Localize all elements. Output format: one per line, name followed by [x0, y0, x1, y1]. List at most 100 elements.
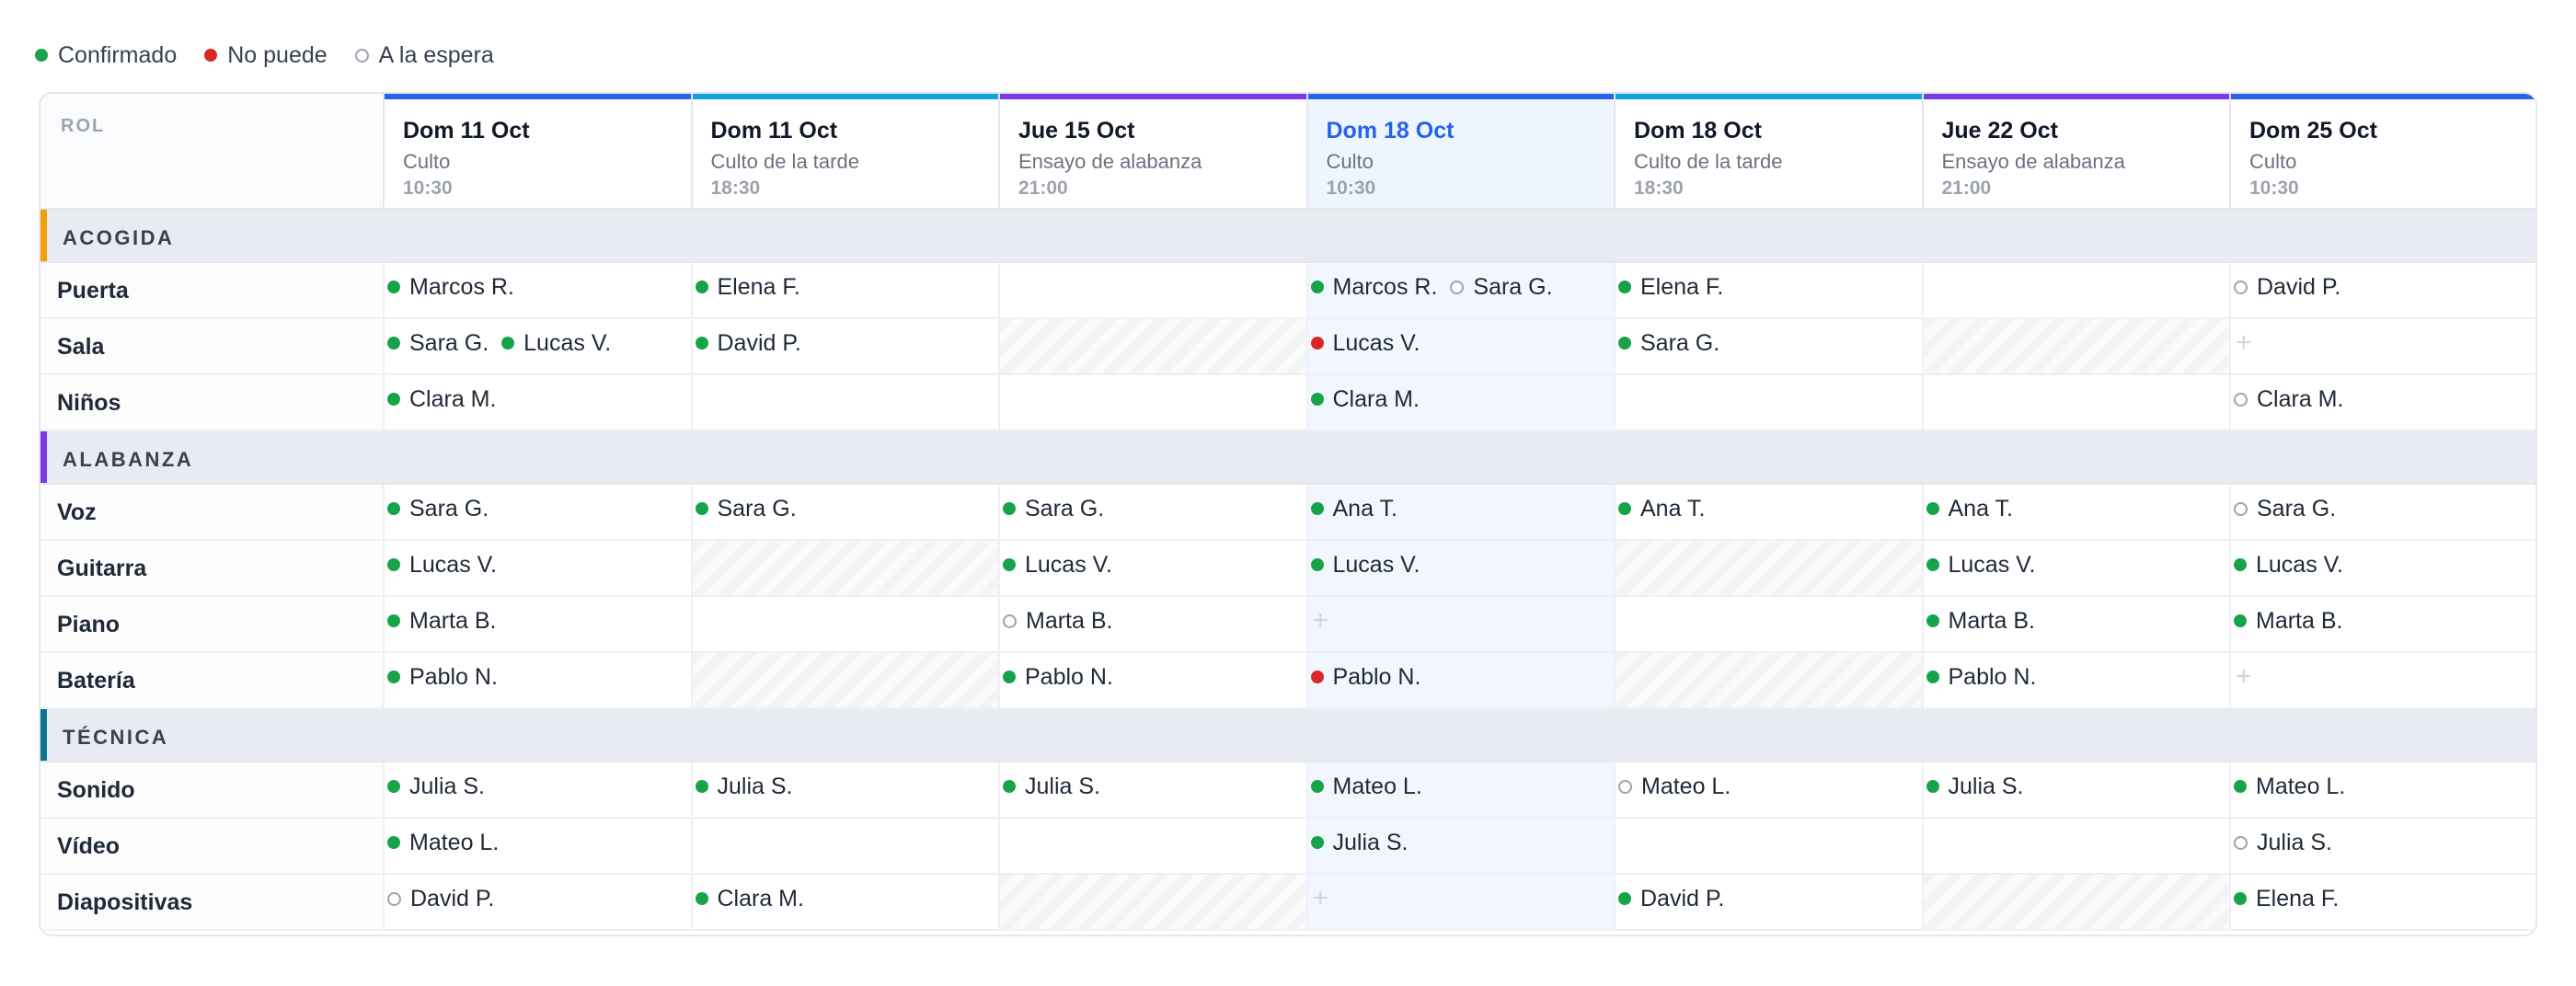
assignment-cell[interactable] [998, 263, 1306, 317]
assignment-cell[interactable]: Marta B. [383, 597, 691, 651]
assignment-cell[interactable] [998, 375, 1306, 430]
assigned-person[interactable]: Lucas V. [387, 548, 497, 581]
assignment-cell[interactable]: Lucas V. [2229, 541, 2536, 595]
assigned-person[interactable]: Clara M. [1310, 383, 1420, 416]
assignment-cell[interactable]: Clara M. [1305, 375, 1614, 430]
assignment-cell[interactable]: David P. [383, 875, 691, 929]
assigned-person[interactable]: Lucas V. [1310, 548, 1420, 581]
assignment-cell[interactable]: David P. [2229, 263, 2536, 317]
assigned-person[interactable]: Sara G. [1003, 492, 1104, 525]
assigned-person[interactable]: Sara G. [2234, 492, 2336, 525]
assigned-person[interactable]: Julia S. [2234, 826, 2332, 859]
assignment-cell[interactable]: Lucas V. [1921, 541, 2230, 595]
assignment-cell[interactable]: + [1305, 875, 1614, 929]
add-person-icon[interactable]: + [2236, 327, 2252, 358]
add-person-icon[interactable]: + [2236, 661, 2252, 692]
event-column-header[interactable]: Jue 22 Oct Ensayo de alabanza 21:00 [1921, 94, 2229, 208]
assigned-person[interactable]: Pablo N. [1003, 660, 1113, 694]
assignment-cell[interactable]: Marcos R. [383, 263, 691, 317]
assigned-person[interactable]: Marta B. [2234, 604, 2342, 637]
event-column-header[interactable]: Jue 15 Oct Ensayo de alabanza 21:00 [998, 94, 1306, 208]
assigned-person[interactable]: Pablo N. [1310, 660, 1420, 694]
event-column-header[interactable]: Dom 18 Oct Culto 10:30 [1305, 94, 1614, 208]
assigned-person[interactable]: Elena F. [2234, 882, 2339, 915]
assigned-person[interactable]: Ana T. [1618, 492, 1705, 525]
event-column-header[interactable]: Dom 11 Oct Culto de la tarde 18:30 [690, 94, 998, 208]
assignment-cell[interactable]: Marta B. [998, 597, 1306, 651]
assignment-cell[interactable]: + [2229, 653, 2536, 707]
assignment-cell[interactable]: Sara G. [998, 485, 1306, 539]
assigned-person[interactable]: Julia S. [387, 770, 485, 803]
assigned-person[interactable]: Elena F. [1618, 270, 1723, 304]
assigned-person[interactable]: Julia S. [695, 770, 792, 803]
assignment-cell[interactable]: Ana T. [1614, 485, 1922, 539]
assigned-person[interactable]: Sara G. [387, 327, 489, 360]
add-person-icon[interactable]: + [1312, 883, 1329, 913]
assignment-cell[interactable]: Elena F. [690, 263, 999, 317]
assignment-cell[interactable] [1614, 375, 1922, 430]
assignment-cell[interactable]: Clara M. [2229, 375, 2536, 430]
assignment-cell[interactable]: Marcos R. Sara G. [1305, 263, 1614, 317]
assigned-person[interactable]: Sara G. [1450, 270, 1553, 304]
assignment-cell[interactable]: Julia S. [1305, 819, 1614, 873]
assignment-cell[interactable]: Sara G. Lucas V. [383, 319, 691, 373]
event-column-header[interactable]: Dom 18 Oct Culto de la tarde 18:30 [1614, 94, 1922, 208]
assigned-person[interactable]: Mateo L. [1618, 770, 1731, 803]
assigned-person[interactable]: Pablo N. [1926, 660, 2036, 694]
assignment-cell[interactable]: Elena F. [2229, 875, 2536, 929]
assignment-cell[interactable]: Lucas V. [1305, 541, 1614, 595]
assigned-person[interactable]: Sara G. [387, 492, 489, 525]
assignment-cell[interactable]: Mateo L. [1614, 762, 1922, 817]
assigned-person[interactable]: Sara G. [695, 492, 797, 525]
assigned-person[interactable]: Mateo L. [387, 826, 499, 859]
assigned-person[interactable]: Lucas V. [1003, 548, 1112, 581]
assigned-person[interactable]: Lucas V. [2234, 548, 2343, 581]
assigned-person[interactable]: Clara M. [387, 383, 496, 416]
assignment-cell[interactable]: + [2229, 319, 2536, 373]
assignment-cell[interactable]: Mateo L. [2229, 762, 2536, 817]
assigned-person[interactable]: Lucas V. [1310, 327, 1420, 360]
assigned-person[interactable]: Lucas V. [501, 327, 611, 360]
assignment-cell[interactable]: Sara G. [1614, 319, 1922, 373]
assignment-cell[interactable]: Sara G. [383, 485, 691, 539]
assigned-person[interactable]: Mateo L. [2234, 770, 2345, 803]
assigned-person[interactable]: Ana T. [1926, 492, 2013, 525]
assignment-cell[interactable]: Sara G. [2229, 485, 2536, 539]
assignment-cell[interactable] [1921, 263, 2230, 317]
assigned-person[interactable]: Marta B. [387, 604, 496, 637]
assignment-cell[interactable] [1921, 819, 2230, 873]
event-column-header[interactable]: Dom 11 Oct Culto 10:30 [383, 94, 691, 208]
assigned-person[interactable]: David P. [387, 882, 494, 915]
assignment-cell[interactable] [1921, 375, 2230, 430]
assignment-cell[interactable]: Lucas V. [1305, 319, 1614, 373]
assignment-cell[interactable]: Mateo L. [383, 819, 691, 873]
assignment-cell[interactable]: David P. [690, 319, 999, 373]
assignment-cell[interactable] [690, 597, 999, 651]
assigned-person[interactable]: Elena F. [695, 270, 800, 304]
assigned-person[interactable]: David P. [695, 327, 801, 360]
assigned-person[interactable]: David P. [1618, 882, 1724, 915]
assignment-cell[interactable]: Pablo N. [998, 653, 1306, 707]
assignment-cell[interactable]: Sara G. [690, 485, 999, 539]
assigned-person[interactable]: Sara G. [1618, 327, 1719, 360]
event-column-header[interactable]: Dom 25 Oct Culto 10:30 [2229, 94, 2536, 208]
assignment-cell[interactable] [690, 375, 999, 430]
assigned-person[interactable]: David P. [2234, 270, 2340, 304]
assigned-person[interactable]: Pablo N. [387, 660, 498, 694]
assignment-cell[interactable]: Julia S. [383, 762, 691, 817]
assigned-person[interactable]: Marcos R. [1310, 270, 1437, 304]
assignment-cell[interactable]: Pablo N. [383, 653, 691, 707]
assigned-person[interactable]: Marcos R. [387, 270, 514, 304]
assignment-cell[interactable]: Elena F. [1614, 263, 1922, 317]
assignment-cell[interactable]: Mateo L. [1305, 762, 1614, 817]
assignment-cell[interactable]: Ana T. [1921, 485, 2230, 539]
assignment-cell[interactable]: Clara M. [383, 375, 691, 430]
assignment-cell[interactable]: Pablo N. [1921, 653, 2230, 707]
assignment-cell[interactable]: + [1305, 597, 1614, 651]
assigned-person[interactable]: Marta B. [1003, 604, 1112, 637]
add-person-icon[interactable]: + [1312, 605, 1329, 636]
assignment-cell[interactable]: Lucas V. [998, 541, 1306, 595]
assignment-cell[interactable]: Pablo N. [1305, 653, 1614, 707]
assigned-person[interactable]: Ana T. [1310, 492, 1397, 525]
assignment-cell[interactable]: Lucas V. [383, 541, 691, 595]
